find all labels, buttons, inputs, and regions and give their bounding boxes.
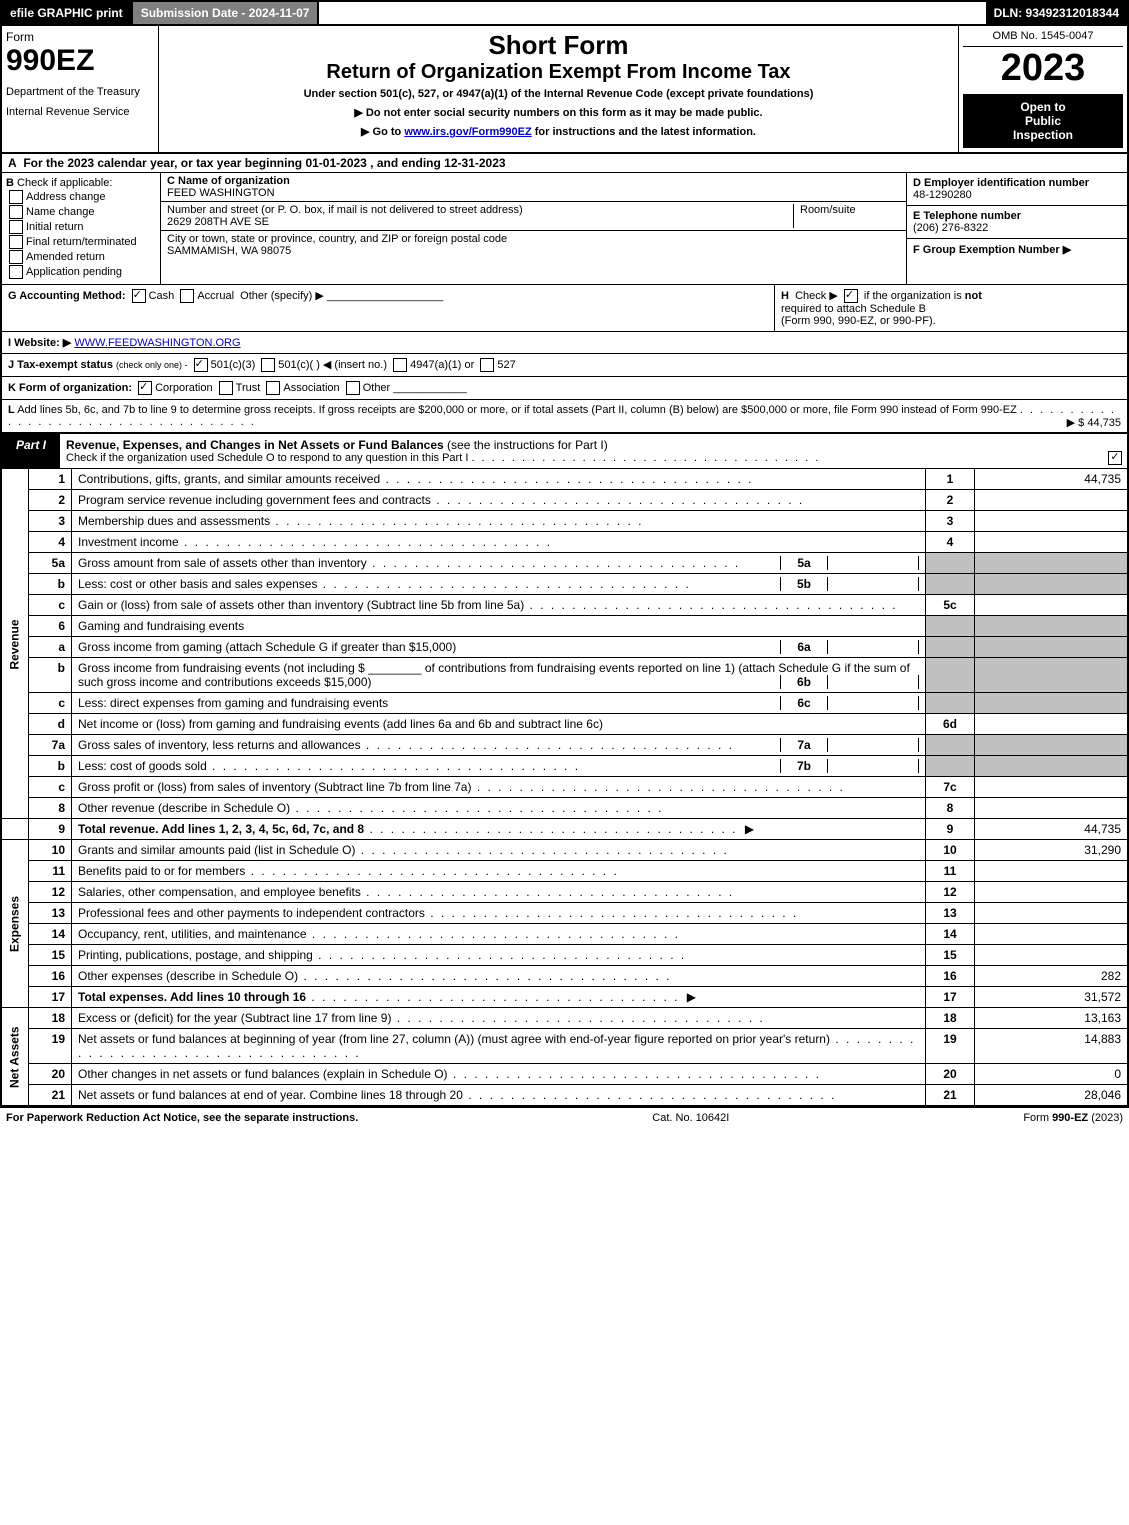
section-j: J Tax-exempt status (check only one) - 5… [0,354,1129,377]
line-19-amount: 14,883 [975,1029,1129,1064]
chk-name-change[interactable] [9,205,23,219]
gross-receipts: ▶ $ 44,735 [1067,416,1121,429]
goto-link-row: ▶ Go to www.irs.gov/Form990EZ for instru… [163,125,954,138]
ein: 48-1290280 [913,189,972,201]
info-grid: B Check if applicable: Address change Na… [0,173,1129,285]
form-header: Form 990EZ Department of the Treasury In… [0,26,1129,154]
submission-date: Submission Date - 2024-11-07 [133,2,320,24]
section-i: I Website: ▶ WWW.FEEDWASHINGTON.ORG [0,332,1129,354]
section-def: D Employer identification number 48-1290… [907,173,1127,284]
goto-pre: ▶ Go to [361,126,404,138]
part-1-title: Revenue, Expenses, and Changes in Net As… [60,434,1103,468]
netassets-label: Net Assets [1,1008,29,1106]
line-9-amount: 44,735 [975,819,1129,840]
section-l: L Add lines 5b, 6c, and 7b to line 9 to … [0,400,1129,433]
dln: DLN: 93492312018344 [986,2,1127,24]
header-left: Form 990EZ Department of the Treasury In… [2,26,159,152]
chk-501c3[interactable] [194,358,208,372]
expenses-label: Expenses [1,840,29,1008]
cat-number: Cat. No. 10642I [652,1112,729,1124]
section-h: H Check ▶ if the organization is not req… [775,285,1127,331]
chk-accrual[interactable] [180,289,194,303]
org-street: 2629 208TH AVE SE [167,216,269,228]
dept-irs: Internal Revenue Service [6,106,154,118]
chk-schedule-o-part1[interactable] [1108,451,1122,465]
paperwork-notice: For Paperwork Reduction Act Notice, see … [6,1112,358,1124]
chk-other-org[interactable] [346,381,360,395]
dept-treasury: Department of the Treasury [6,86,154,98]
form-ref: Form 990-EZ (2023) [1023,1112,1123,1124]
part-1-table: Revenue 1 Contributions, gifts, grants, … [0,469,1129,1106]
chk-schedule-b[interactable] [844,289,858,303]
goto-link[interactable]: www.irs.gov/Form990EZ [404,126,531,138]
goto-post: for instructions and the latest informat… [532,126,756,138]
short-form-title: Short Form [163,30,954,61]
chk-final-return[interactable] [9,235,23,249]
section-b: B Check if applicable: Address change Na… [2,173,161,284]
open-to-public: Open to Public Inspection [963,94,1123,148]
group-exemption: F Group Exemption Number ▶ [913,244,1071,256]
org-name: FEED WASHINGTON [167,187,275,199]
section-k: K Form of organization: Corporation Trus… [0,377,1129,400]
line-17-amount: 31,572 [975,987,1129,1008]
ssn-warning: ▶ Do not enter social security numbers o… [163,106,954,119]
chk-amended-return[interactable] [9,250,23,264]
chk-527[interactable] [480,358,494,372]
header-center: Short Form Return of Organization Exempt… [159,26,958,152]
line-20-amount: 0 [975,1064,1129,1085]
chk-501c[interactable] [261,358,275,372]
omb-number: OMB No. 1545-0047 [963,30,1123,47]
room-suite: Room/suite [793,204,900,228]
form-number: 990EZ [6,44,154,78]
revenue-label: Revenue [1,469,29,819]
chk-trust[interactable] [219,381,233,395]
under-section: Under section 501(c), 527, or 4947(a)(1)… [163,88,954,100]
part-1-label: Part I [2,434,60,468]
chk-4947[interactable] [393,358,407,372]
part-1-header: Part I Revenue, Expenses, and Changes in… [0,433,1129,469]
section-a: A For the 2023 calendar year, or tax yea… [0,154,1129,173]
tax-year: 2023 [963,47,1123,90]
row-gh: G Accounting Method: Cash Accrual Other … [0,285,1129,332]
chk-initial-return[interactable] [9,220,23,234]
header-right: OMB No. 1545-0047 2023 Open to Public In… [958,26,1127,152]
chk-address-change[interactable] [9,190,23,204]
telephone: (206) 276-8322 [913,222,988,234]
chk-cash[interactable] [132,289,146,303]
efile-print[interactable]: efile GRAPHIC print [2,2,133,24]
line-21-amount: 28,046 [975,1085,1129,1106]
chk-application-pending[interactable] [9,265,23,279]
line-1-amount: 44,735 [975,469,1129,490]
return-title: Return of Organization Exempt From Incom… [163,61,954,84]
chk-association[interactable] [266,381,280,395]
section-g: G Accounting Method: Cash Accrual Other … [2,285,775,331]
line-16-amount: 282 [975,966,1129,987]
topbar: efile GRAPHIC print Submission Date - 20… [0,0,1129,26]
org-city: SAMMAMISH, WA 98075 [167,245,291,257]
line-18-amount: 13,163 [975,1008,1129,1029]
line-10-amount: 31,290 [975,840,1129,861]
page-footer: For Paperwork Reduction Act Notice, see … [0,1106,1129,1128]
website-link[interactable]: WWW.FEEDWASHINGTON.ORG [74,337,240,349]
form-label: Form [6,30,154,44]
section-c: C Name of organization FEED WASHINGTON N… [161,173,907,284]
chk-corporation[interactable] [138,381,152,395]
